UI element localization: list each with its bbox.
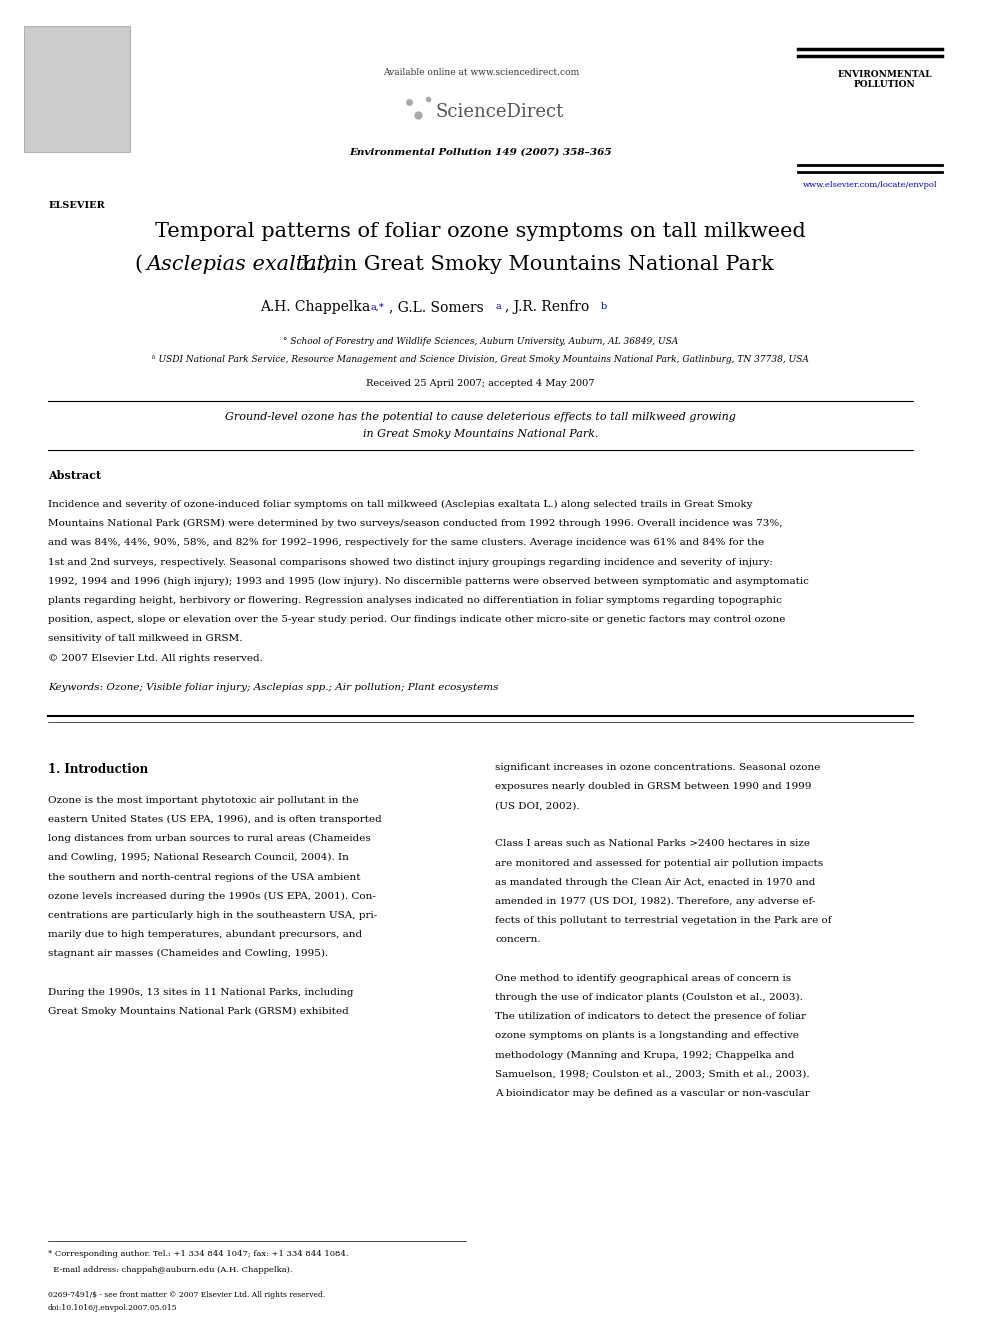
Text: long distances from urban sources to rural areas (Chameides: long distances from urban sources to rur… [48,835,371,843]
Text: amended in 1977 (US DOI, 1982). Therefore, any adverse ef-: amended in 1977 (US DOI, 1982). Therefor… [495,897,815,906]
Text: are monitored and assessed for potential air pollution impacts: are monitored and assessed for potential… [495,859,823,868]
Text: plants regarding height, herbivory or flowering. Regression analyses indicated n: plants regarding height, herbivory or fl… [48,597,782,605]
Text: Temporal patterns of foliar ozone symptoms on tall milkweed: Temporal patterns of foliar ozone sympto… [156,222,806,241]
Text: www.elsevier.com/locate/envpol: www.elsevier.com/locate/envpol [803,181,937,189]
Text: Abstract: Abstract [48,470,101,480]
Text: exposures nearly doubled in GRSM between 1990 and 1999: exposures nearly doubled in GRSM between… [495,782,811,791]
Text: Received 25 April 2007; accepted 4 May 2007: Received 25 April 2007; accepted 4 May 2… [366,380,595,388]
Text: centrations are particularly high in the southeastern USA, pri-: centrations are particularly high in the… [48,910,377,919]
Text: Samuelson, 1998; Coulston et al., 2003; Smith et al., 2003).: Samuelson, 1998; Coulston et al., 2003; … [495,1069,809,1078]
Text: the southern and north-central regions of the USA ambient: the southern and north-central regions o… [48,873,360,881]
Text: Available online at www.sciencedirect.com: Available online at www.sciencedirect.co… [383,69,579,77]
Text: ° School of Forestry and Wildlife Sciences, Auburn University, Auburn, AL 36849,: ° School of Forestry and Wildlife Scienc… [283,337,679,345]
Text: Asclepias exaltata: Asclepias exaltata [146,255,337,274]
Text: a: a [495,303,501,311]
Text: Class I areas such as National Parks >2400 hectares in size: Class I areas such as National Parks >24… [495,839,810,848]
Text: ScienceDirect: ScienceDirect [435,103,564,122]
Text: A bioindicator may be defined as a vascular or non-vascular: A bioindicator may be defined as a vascu… [495,1089,809,1098]
Text: and Cowling, 1995; National Research Council, 2004). In: and Cowling, 1995; National Research Cou… [48,853,349,863]
Text: marily due to high temperatures, abundant precursors, and: marily due to high temperatures, abundan… [48,930,362,939]
Text: through the use of indicator plants (Coulston et al., 2003).: through the use of indicator plants (Cou… [495,992,804,1002]
Text: as mandated through the Clean Air Act, enacted in 1970 and: as mandated through the Clean Air Act, e… [495,877,815,886]
Text: L.) in Great Smoky Mountains National Park: L.) in Great Smoky Mountains National Pa… [296,255,774,274]
Text: Mountains National Park (GRSM) were determined by two surveys/season conducted f: Mountains National Park (GRSM) were dete… [48,520,783,528]
Text: , J.R. Renfro: , J.R. Renfro [505,300,589,314]
Text: Great Smoky Mountains National Park (GRSM) exhibited: Great Smoky Mountains National Park (GRS… [48,1007,349,1016]
FancyBboxPatch shape [24,26,130,152]
Text: ENVIRONMENTAL
POLLUTION: ENVIRONMENTAL POLLUTION [837,70,931,89]
Text: ozone symptoms on plants is a longstanding and effective: ozone symptoms on plants is a longstandi… [495,1031,799,1040]
Text: b: b [601,303,607,311]
Text: in Great Smoky Mountains National Park.: in Great Smoky Mountains National Park. [363,429,598,439]
Text: Incidence and severity of ozone-induced foliar symptoms on tall milkweed (Asclep: Incidence and severity of ozone-induced … [48,500,753,509]
Text: and was 84%, 44%, 90%, 58%, and 82% for 1992–1996, respectively for the same clu: and was 84%, 44%, 90%, 58%, and 82% for … [48,538,764,548]
Text: ᵇ USDI National Park Service, Resource Management and Science Division, Great Sm: ᵇ USDI National Park Service, Resource M… [153,356,809,364]
Text: stagnant air masses (Chameides and Cowling, 1995).: stagnant air masses (Chameides and Cowli… [48,949,328,958]
Text: E-mail address: chappah@auburn.edu (A.H. Chappelka).: E-mail address: chappah@auburn.edu (A.H.… [48,1266,293,1274]
Text: eastern United States (US EPA, 1996), and is often transported: eastern United States (US EPA, 1996), an… [48,815,382,824]
Text: © 2007 Elsevier Ltd. All rights reserved.: © 2007 Elsevier Ltd. All rights reserved… [48,654,263,663]
Text: doi:10.1016/j.envpol.2007.05.015: doi:10.1016/j.envpol.2007.05.015 [48,1304,178,1312]
Text: A.H. Chappelka: A.H. Chappelka [260,300,370,314]
Text: ozone levels increased during the 1990s (US EPA, 2001). Con-: ozone levels increased during the 1990s … [48,892,376,901]
Text: Environmental Pollution 149 (2007) 358–365: Environmental Pollution 149 (2007) 358–3… [349,148,612,156]
Text: fects of this pollutant to terrestrial vegetation in the Park are of: fects of this pollutant to terrestrial v… [495,916,831,925]
Text: methodology (Manning and Krupa, 1992; Chappelka and: methodology (Manning and Krupa, 1992; Ch… [495,1050,795,1060]
Text: ELSEVIER: ELSEVIER [49,201,105,209]
Text: position, aspect, slope or elevation over the 5-year study period. Our findings : position, aspect, slope or elevation ove… [48,615,786,624]
Text: 1st and 2nd surveys, respectively. Seasonal comparisons showed two distinct inju: 1st and 2nd surveys, respectively. Seaso… [48,558,773,566]
Text: The utilization of indicators to detect the presence of foliar: The utilization of indicators to detect … [495,1012,806,1021]
Text: 1992, 1994 and 1996 (high injury); 1993 and 1995 (low injury). No discernible pa: 1992, 1994 and 1996 (high injury); 1993 … [48,577,808,586]
Text: , G.L. Somers: , G.L. Somers [390,300,484,314]
Text: During the 1990s, 13 sites in 11 National Parks, including: During the 1990s, 13 sites in 11 Nationa… [48,987,353,996]
Text: sensitivity of tall milkweed in GRSM.: sensitivity of tall milkweed in GRSM. [48,635,243,643]
Text: concern.: concern. [495,935,541,945]
Text: 1. Introduction: 1. Introduction [48,763,148,775]
Text: (: ( [135,255,143,274]
Text: a,*: a,* [370,303,384,311]
Text: Ground-level ozone has the potential to cause deleterious effects to tall milkwe: Ground-level ozone has the potential to … [225,411,736,422]
Text: One method to identify geographical areas of concern is: One method to identify geographical area… [495,974,792,983]
Text: * Corresponding author. Tel.: +1 334 844 1047; fax: +1 334 844 1084.: * Corresponding author. Tel.: +1 334 844… [48,1250,348,1258]
Text: (US DOI, 2002).: (US DOI, 2002). [495,800,579,810]
Text: significant increases in ozone concentrations. Seasonal ozone: significant increases in ozone concentra… [495,763,820,771]
Text: 0269-7491/$ - see front matter © 2007 Elsevier Ltd. All rights reserved.: 0269-7491/$ - see front matter © 2007 El… [48,1291,325,1299]
Text: Keywords: Ozone; Visible foliar injury; Asclepias spp.; Air pollution; Plant eco: Keywords: Ozone; Visible foliar injury; … [48,683,499,692]
Text: Ozone is the most important phytotoxic air pollutant in the: Ozone is the most important phytotoxic a… [48,796,359,804]
